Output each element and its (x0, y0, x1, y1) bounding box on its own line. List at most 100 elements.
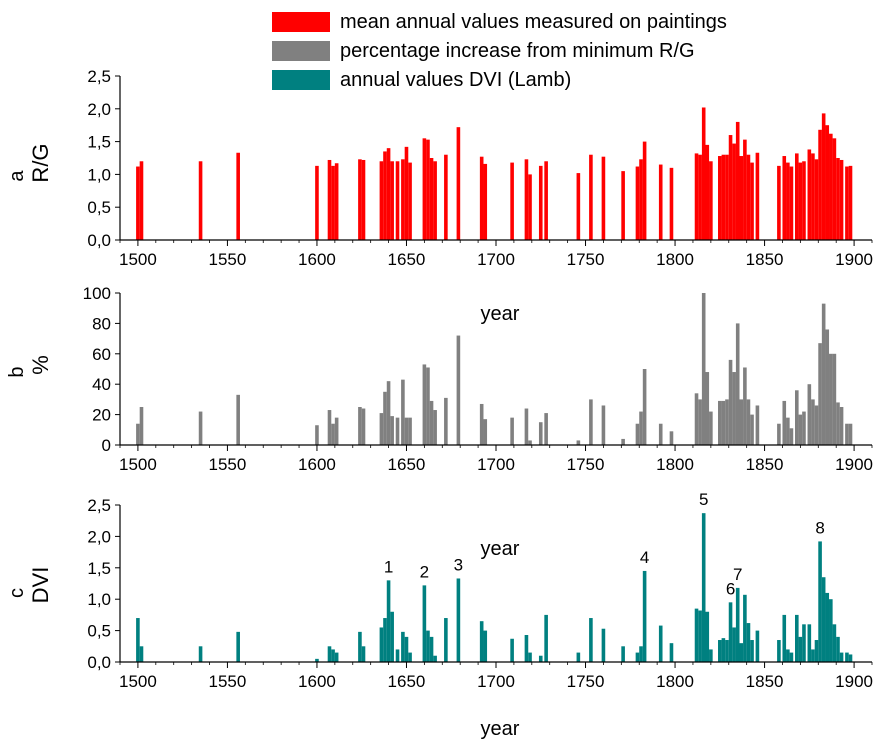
bar-c-1679 (456, 578, 461, 662)
bar-c-1846 (755, 630, 760, 662)
bar-c-1709 (510, 638, 514, 662)
panel-a-axes: 0,0 0,5 1,0 1,5 2,0 2,5 1500 1550 1600 1650 1700 17… (87, 67, 873, 269)
panel-a-bars (136, 107, 853, 241)
bar-a-1664 (429, 158, 434, 240)
bar-b-1607 (327, 410, 332, 445)
y-tick-label-a: 0,0 (87, 231, 111, 250)
bar-b-1798 (669, 431, 674, 445)
bar-a-1692 (479, 156, 484, 240)
bar-c-1812 (694, 608, 699, 662)
bar-c-1645 (395, 649, 400, 662)
bar-b-1666 (433, 410, 437, 445)
bar-a-1858 (777, 165, 781, 240)
bar-b-1846 (755, 405, 760, 445)
bar-b-1865 (789, 428, 794, 445)
bar-a-1607 (327, 159, 332, 240)
event-label-5: 5 (699, 490, 708, 509)
bar-b-1872 (802, 411, 806, 445)
x-tick-label-a: 1700 (477, 250, 515, 269)
bar-c-1746 (576, 652, 581, 662)
bar-c-1556 (236, 631, 240, 662)
bar-c-1600 (315, 658, 319, 662)
x-tick-label-b: 1650 (388, 455, 426, 474)
bar-a-1672 (444, 154, 448, 240)
bar-c-1636 (379, 627, 384, 662)
y-tick-label-b: 60 (92, 345, 111, 364)
bar-b-1820 (709, 411, 713, 445)
bar-a-1502 (139, 161, 144, 240)
y-tick-label-a: 0,5 (87, 198, 111, 217)
bar-a-1872 (802, 161, 806, 240)
bar-b-1760 (601, 405, 606, 445)
bar-a-1839 (743, 139, 747, 240)
x-tick-label-b: 1550 (209, 455, 247, 474)
bar-b-1858 (777, 423, 781, 445)
bar-c-1672 (444, 618, 448, 662)
bar-c-1839 (743, 594, 747, 662)
bar-b-1642 (390, 416, 394, 445)
bar-b-1694 (483, 419, 488, 445)
legend-swatch-gray (272, 41, 330, 61)
panel-c-event-labels: 1 2 3 4 5 67 8 (384, 490, 825, 598)
legend: mean annual values measured on paintings… (272, 11, 727, 91)
bar-a-1891 (836, 158, 840, 240)
bar-b-1783 (642, 369, 647, 445)
x-tick-label-c: 1850 (746, 672, 784, 691)
bar-b-1833 (732, 372, 736, 445)
bar-a-1827 (721, 154, 726, 240)
bar-a-1861 (782, 156, 787, 240)
bar-a-1662 (426, 139, 430, 240)
x-tick-label-b: 1600 (298, 455, 336, 474)
bar-a-1814 (698, 154, 702, 240)
x-tick-label-b: 1500 (119, 455, 157, 474)
bar-b-1640 (386, 381, 391, 445)
panel-c-dvi: c DVI year year 1 2 3 4 5 67 8 0,0 0,5 1,0 1,5 2,0… (6, 490, 873, 740)
bar-c-1877 (811, 649, 815, 662)
panel-c-xlabel-top: year (481, 538, 520, 560)
x-tick-label-a: 1550 (209, 250, 247, 269)
bar-c-1881 (818, 541, 822, 662)
bar-b-1556 (236, 394, 240, 445)
bar-c-1725 (538, 655, 543, 662)
bar-a-1719 (528, 174, 532, 240)
legend-label-paintings: mean annual values measured on paintings (340, 11, 727, 33)
bar-b-1500 (136, 423, 140, 445)
bar-c-1893 (839, 652, 844, 662)
bar-a-1837 (739, 156, 744, 240)
panel-b-bars (136, 293, 853, 445)
panel-b-letter: b (6, 366, 28, 377)
bar-b-1887 (829, 353, 833, 445)
bar-a-1638 (383, 151, 387, 240)
bar-c-1814 (698, 610, 702, 662)
x-tick-label-a: 1500 (119, 250, 157, 269)
legend-label-dvi: annual values DVI (Lamb) (340, 69, 571, 91)
bar-c-1829 (725, 640, 729, 662)
x-tick-label-a: 1650 (388, 250, 426, 269)
bar-c-1841 (746, 623, 751, 662)
bar-c-1666 (433, 655, 437, 662)
bar-c-1792 (658, 625, 663, 662)
bar-a-1893 (839, 159, 844, 240)
x-tick-label-b: 1700 (477, 455, 515, 474)
bar-c-1781 (639, 646, 643, 662)
bar-c-1642 (390, 611, 394, 662)
bar-b-1719 (528, 440, 532, 445)
bar-a-1865 (789, 166, 794, 240)
y-tick-label-c: 2,0 (87, 527, 111, 546)
y-tick-label-c: 2,5 (87, 496, 111, 515)
bar-a-1781 (639, 159, 643, 240)
event-label-1: 1 (384, 557, 393, 576)
bar-c-1870 (798, 636, 803, 662)
bar-b-1825 (718, 400, 722, 445)
bar-b-1692 (479, 403, 484, 445)
bar-a-1879 (814, 159, 819, 240)
bar-c-1875 (807, 624, 812, 662)
bar-b-1885 (825, 329, 830, 445)
bar-c-1861 (782, 614, 787, 662)
bar-a-1887 (829, 133, 833, 240)
bar-b-1841 (746, 399, 751, 445)
bar-a-1626 (361, 159, 366, 240)
panel-c-ylabel: DVI (28, 567, 53, 604)
x-tick-label-c: 1800 (656, 672, 694, 691)
bar-c-1779 (635, 652, 640, 662)
